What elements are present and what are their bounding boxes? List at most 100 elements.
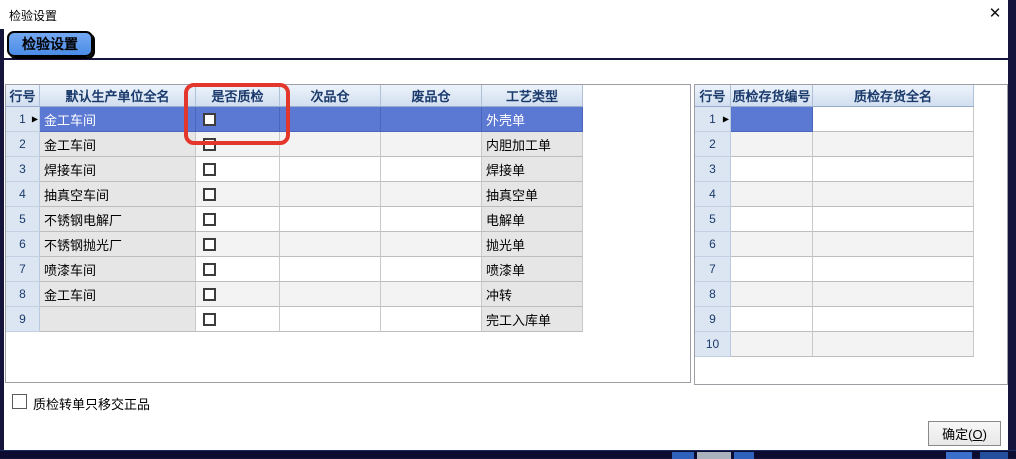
inventory-code-cell[interactable]: [731, 232, 813, 257]
row-number-cell[interactable]: 6: [695, 232, 731, 257]
inventory-code-cell[interactable]: [731, 282, 813, 307]
quality-check-cell[interactable]: [196, 107, 280, 132]
quality-check-cell[interactable]: [196, 207, 280, 232]
row-number-cell[interactable]: 6: [6, 232, 40, 257]
quality-check-checkbox[interactable]: [203, 212, 216, 226]
scrap-warehouse-cell[interactable]: [381, 282, 482, 307]
inventory-name-cell[interactable]: [813, 157, 974, 182]
quality-check-cell[interactable]: [196, 157, 280, 182]
production-units-grid: 行号 默认生产单位全名 是否质检 次品仓 废品仓 工艺类型 1 ▶ 金工车间 外壳单 2 金工车间 内胆…: [6, 85, 690, 332]
row-number-cell[interactable]: 4: [695, 182, 731, 207]
process-type-cell[interactable]: 冲转: [482, 282, 583, 307]
scrap-warehouse-cell[interactable]: [381, 157, 482, 182]
inventory-name-cell[interactable]: [813, 332, 974, 357]
process-type-cell[interactable]: 外壳单: [482, 107, 583, 132]
unit-name-cell[interactable]: [40, 307, 196, 332]
inventory-code-cell[interactable]: [731, 307, 813, 332]
defect-warehouse-cell[interactable]: [280, 232, 381, 257]
row-number-cell[interactable]: 7: [695, 257, 731, 282]
row-number-cell[interactable]: 9: [6, 307, 40, 332]
row-number-cell[interactable]: 4: [6, 182, 40, 207]
defect-warehouse-cell[interactable]: [280, 157, 381, 182]
row-number-cell[interactable]: 8: [695, 282, 731, 307]
row-number-cell[interactable]: 1 ▶: [6, 107, 40, 132]
process-type-cell[interactable]: 喷漆单: [482, 257, 583, 282]
row-number-cell[interactable]: 10: [695, 332, 731, 357]
row-number-cell[interactable]: 1 ▶: [695, 107, 731, 132]
scrap-warehouse-cell[interactable]: [381, 257, 482, 282]
unit-name-cell[interactable]: 金工车间: [40, 132, 196, 157]
inventory-name-cell[interactable]: [813, 107, 974, 132]
inventory-name-cell[interactable]: [813, 307, 974, 332]
inventory-name-cell[interactable]: [813, 207, 974, 232]
inventory-name-cell[interactable]: [813, 132, 974, 157]
inventory-code-cell[interactable]: [731, 107, 813, 132]
defect-warehouse-cell[interactable]: [280, 282, 381, 307]
quality-check-cell[interactable]: [196, 232, 280, 257]
left-grid-column-header: 行号: [6, 85, 40, 107]
quality-check-checkbox[interactable]: [203, 237, 216, 251]
row-number-cell[interactable]: 2: [695, 132, 731, 157]
quality-check-cell[interactable]: [196, 132, 280, 157]
inventory-code-cell[interactable]: [731, 157, 813, 182]
quality-check-checkbox[interactable]: [203, 287, 216, 301]
taskbar[interactable]: [0, 450, 1016, 459]
scrap-warehouse-cell[interactable]: [381, 207, 482, 232]
inventory-code-cell[interactable]: [731, 132, 813, 157]
inventory-name-cell[interactable]: [813, 232, 974, 257]
quality-check-checkbox[interactable]: [203, 312, 216, 326]
transfer-only-good-checkbox[interactable]: [12, 394, 27, 409]
inventory-code-cell[interactable]: [731, 182, 813, 207]
row-number-cell[interactable]: 9: [695, 307, 731, 332]
quality-check-checkbox[interactable]: [203, 162, 216, 176]
unit-name-cell[interactable]: 金工车间: [40, 282, 196, 307]
close-icon[interactable]: ✕: [988, 5, 1002, 22]
process-type-cell[interactable]: 抽真空单: [482, 182, 583, 207]
inventory-code-cell[interactable]: [731, 332, 813, 357]
inventory-name-cell[interactable]: [813, 182, 974, 207]
quality-check-checkbox[interactable]: [203, 187, 216, 201]
unit-name-cell[interactable]: 不锈钢电解厂: [40, 207, 196, 232]
inventory-code-cell[interactable]: [731, 257, 813, 282]
inventory-code-cell[interactable]: [731, 207, 813, 232]
process-type-cell[interactable]: 焊接单: [482, 157, 583, 182]
defect-warehouse-cell[interactable]: [280, 307, 381, 332]
quality-check-checkbox[interactable]: [203, 112, 216, 126]
process-type-cell[interactable]: 抛光单: [482, 232, 583, 257]
process-type-cell[interactable]: 内胆加工单: [482, 132, 583, 157]
unit-name-cell[interactable]: 不锈钢抛光厂: [40, 232, 196, 257]
ok-button[interactable]: 确定(O): [928, 421, 1001, 446]
process-type-cell[interactable]: 电解单: [482, 207, 583, 232]
inventory-name-cell[interactable]: [813, 257, 974, 282]
quality-check-cell[interactable]: [196, 307, 280, 332]
row-number-cell[interactable]: 5: [6, 207, 40, 232]
unit-name-cell[interactable]: 抽真空车间: [40, 182, 196, 207]
inspection-settings-button[interactable]: 检验设置: [7, 31, 93, 57]
defect-warehouse-cell[interactable]: [280, 182, 381, 207]
quality-check-cell[interactable]: [196, 282, 280, 307]
quality-check-cell[interactable]: [196, 182, 280, 207]
defect-warehouse-cell[interactable]: [280, 257, 381, 282]
defect-warehouse-cell[interactable]: [280, 107, 381, 132]
row-number-cell[interactable]: 3: [695, 157, 731, 182]
unit-name-cell[interactable]: 喷漆车间: [40, 257, 196, 282]
process-type-cell[interactable]: 完工入库单: [482, 307, 583, 332]
row-number-cell[interactable]: 5: [695, 207, 731, 232]
inventory-name-cell[interactable]: [813, 282, 974, 307]
quality-check-checkbox[interactable]: [203, 137, 216, 151]
scrap-warehouse-cell[interactable]: [381, 307, 482, 332]
unit-name-cell[interactable]: 焊接车间: [40, 157, 196, 182]
quality-check-checkbox[interactable]: [203, 262, 216, 276]
scrap-warehouse-cell[interactable]: [381, 107, 482, 132]
quality-check-cell[interactable]: [196, 257, 280, 282]
row-number-cell[interactable]: 7: [6, 257, 40, 282]
scrap-warehouse-cell[interactable]: [381, 182, 482, 207]
defect-warehouse-cell[interactable]: [280, 207, 381, 232]
defect-warehouse-cell[interactable]: [280, 132, 381, 157]
row-number-cell[interactable]: 3: [6, 157, 40, 182]
unit-name-cell[interactable]: 金工车间: [40, 107, 196, 132]
scrap-warehouse-cell[interactable]: [381, 232, 482, 257]
scrap-warehouse-cell[interactable]: [381, 132, 482, 157]
row-number-cell[interactable]: 2: [6, 132, 40, 157]
row-number-cell[interactable]: 8: [6, 282, 40, 307]
